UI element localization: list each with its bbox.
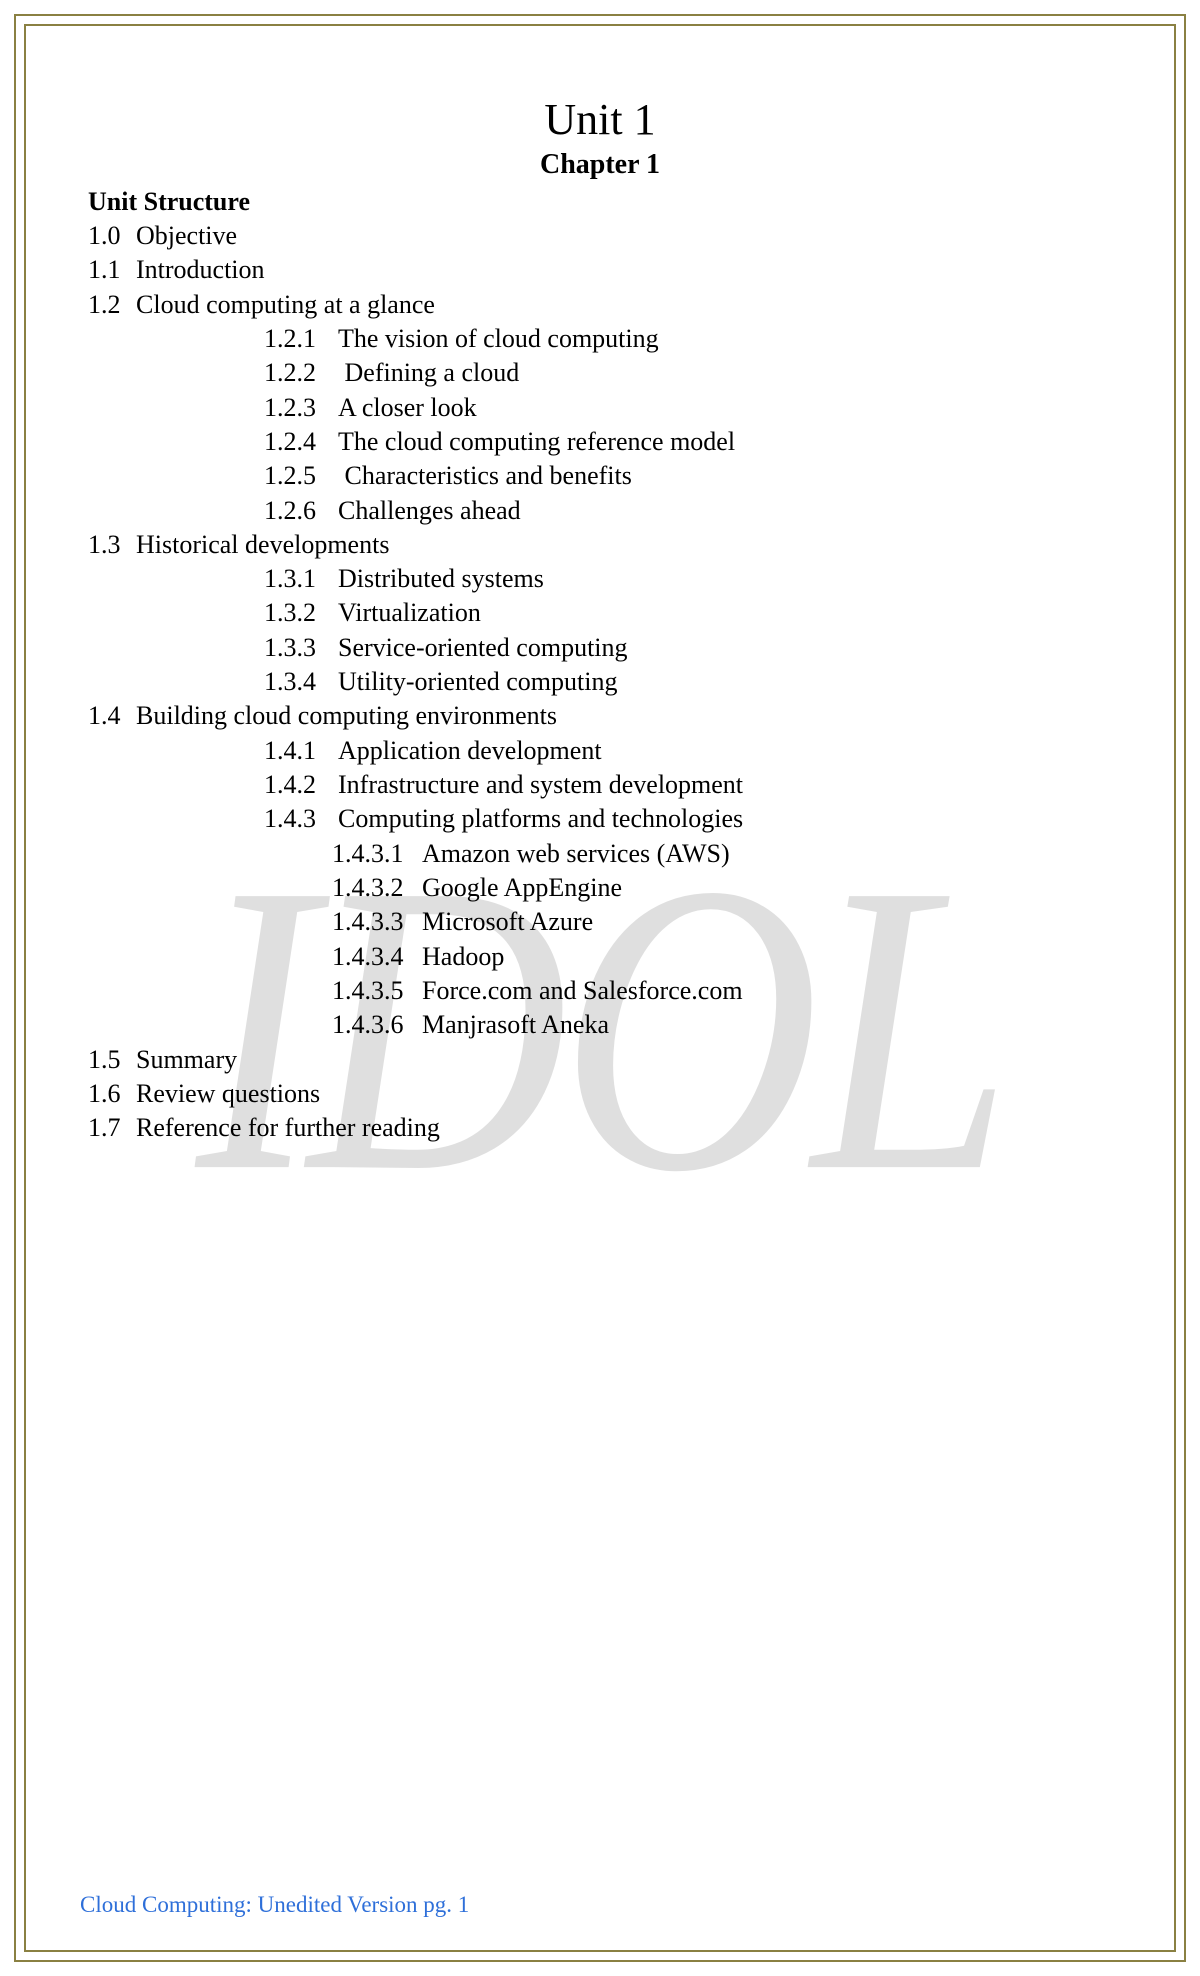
toc-entry: 1.4.3.4Hadoop [80, 940, 1120, 974]
toc-entry: 1.4.1Application development [80, 734, 1120, 768]
footer-prefix: Cloud Computing: Unedited Version pg. [80, 1892, 452, 1917]
toc-entry: 1.4.3Computing platforms and technologie… [80, 802, 1120, 836]
toc-entry: 1.4.3.2Google AppEngine [80, 871, 1120, 905]
toc-entry-number: 1.3.3 [264, 631, 338, 665]
toc-entry-text: Infrastructure and system development [338, 770, 743, 799]
toc-entry-number: 1.2.2 [264, 356, 338, 390]
toc-entry-number: 1.4.3.2 [332, 871, 422, 905]
toc-entry-text: Reference for further reading [136, 1113, 440, 1142]
toc-entry-number: 1.4.3.6 [332, 1008, 422, 1042]
toc-entry: 1.2.5 Characteristics and benefits [80, 459, 1120, 493]
toc-entry-text: Application development [338, 736, 602, 765]
toc-entry-text: Introduction [136, 255, 265, 284]
toc-entry-text: Force.com and Salesforce.com [422, 976, 743, 1005]
toc-entry-text: Defining a cloud [338, 358, 519, 387]
toc-entry: 1.4.3.5Force.com and Salesforce.com [80, 974, 1120, 1008]
toc-entry-text: Building cloud computing environments [136, 701, 557, 730]
toc-entry-number: 1.3.4 [264, 665, 338, 699]
toc-entry: 1.3.1Distributed systems [80, 562, 1120, 596]
toc-entry-text: Utility-oriented computing [338, 667, 617, 696]
toc-entry-number: 1.4.2 [264, 768, 338, 802]
toc-entry-text: Objective [136, 221, 237, 250]
toc-entry-number: 1.4.3.1 [332, 837, 422, 871]
toc-entry: 1.2.6Challenges ahead [80, 494, 1120, 528]
toc-entry-text: Cloud computing at a glance [136, 290, 435, 319]
toc-entry-number: 1.2.6 [264, 494, 338, 528]
toc-entry-text: Virtualization [338, 598, 481, 627]
chapter-title: Chapter 1 [80, 149, 1120, 181]
page-footer: Cloud Computing: Unedited Version pg. 1 [80, 1892, 469, 1918]
toc-entry-number: 1.0 [88, 219, 136, 253]
toc-entry: 1.2.3A closer look [80, 391, 1120, 425]
toc-entry: 1.3.3Service-oriented computing [80, 631, 1120, 665]
toc-entry-text: Summary [136, 1045, 237, 1074]
page-body: Unit 1 Chapter 1 Unit Structure 1.0Objec… [80, 94, 1120, 1145]
toc-entry-number: 1.2 [88, 288, 136, 322]
toc-entry: 1.2Cloud computing at a glance [80, 288, 1120, 322]
toc-entry-number: 1.5 [88, 1043, 136, 1077]
toc-entry: 1.4.2Infrastructure and system developme… [80, 768, 1120, 802]
toc-entry: 1.2.1The vision of cloud computing [80, 322, 1120, 356]
toc-entry: 1.2.2 Defining a cloud [80, 356, 1120, 390]
toc-entry-text: Computing platforms and technologies [338, 804, 743, 833]
toc-entry: 1.0Objective [80, 219, 1120, 253]
toc-entry: 1.3.4Utility-oriented computing [80, 665, 1120, 699]
toc-entry-text: Google AppEngine [422, 873, 622, 902]
toc-entry-number: 1.4.3 [264, 802, 338, 836]
toc-entry-number: 1.2.3 [264, 391, 338, 425]
unit-title: Unit 1 [80, 94, 1120, 145]
page-content: IDOL Unit 1 Chapter 1 Unit Structure 1.0… [24, 24, 1176, 1952]
structure-heading: Unit Structure [80, 187, 1120, 217]
toc-entry-number: 1.4.3.3 [332, 905, 422, 939]
toc-entry-text: Review questions [136, 1079, 320, 1108]
toc-entry: 1.5Summary [80, 1043, 1120, 1077]
toc-entry: 1.4.3.6Manjrasoft Aneka [80, 1008, 1120, 1042]
toc-entry-text: Hadoop [422, 942, 504, 971]
toc-entry-number: 1.2.5 [264, 459, 338, 493]
toc-entry: 1.3.2Virtualization [80, 596, 1120, 630]
toc-entry-number: 1.4 [88, 699, 136, 733]
toc-entry-number: 1.3 [88, 528, 136, 562]
toc-entry-text: Distributed systems [338, 564, 544, 593]
table-of-contents: 1.0Objective1.1Introduction1.2Cloud comp… [80, 219, 1120, 1145]
toc-entry-text: Challenges ahead [338, 496, 521, 525]
toc-entry: 1.7Reference for further reading [80, 1111, 1120, 1145]
toc-entry: 1.6Review questions [80, 1077, 1120, 1111]
toc-entry-number: 1.6 [88, 1077, 136, 1111]
toc-entry-text: Amazon web services (AWS) [422, 839, 730, 868]
toc-entry: 1.4.3.3Microsoft Azure [80, 905, 1120, 939]
toc-entry: 1.3Historical developments [80, 528, 1120, 562]
toc-entry-text: Characteristics and benefits [338, 461, 632, 490]
toc-entry-number: 1.2.4 [264, 425, 338, 459]
toc-entry-number: 1.4.1 [264, 734, 338, 768]
footer-page-number: 1 [458, 1892, 470, 1917]
toc-entry-text: A closer look [338, 393, 477, 422]
toc-entry-text: The vision of cloud computing [338, 324, 659, 353]
toc-entry: 1.2.4The cloud computing reference model [80, 425, 1120, 459]
toc-entry-number: 1.7 [88, 1111, 136, 1145]
toc-entry-text: Microsoft Azure [422, 907, 593, 936]
toc-entry-number: 1.3.1 [264, 562, 338, 596]
toc-entry-number: 1.4.3.5 [332, 974, 422, 1008]
toc-entry-text: Manjrasoft Aneka [422, 1010, 609, 1039]
toc-entry-number: 1.4.3.4 [332, 940, 422, 974]
toc-entry: 1.4.3.1Amazon web services (AWS) [80, 837, 1120, 871]
toc-entry-text: The cloud computing reference model [338, 427, 735, 456]
toc-entry-number: 1.1 [88, 253, 136, 287]
toc-entry: 1.4Building cloud computing environments [80, 699, 1120, 733]
toc-entry-text: Service-oriented computing [338, 633, 628, 662]
toc-entry-number: 1.3.2 [264, 596, 338, 630]
toc-entry-text: Historical developments [136, 530, 389, 559]
toc-entry: 1.1Introduction [80, 253, 1120, 287]
toc-entry-number: 1.2.1 [264, 322, 338, 356]
